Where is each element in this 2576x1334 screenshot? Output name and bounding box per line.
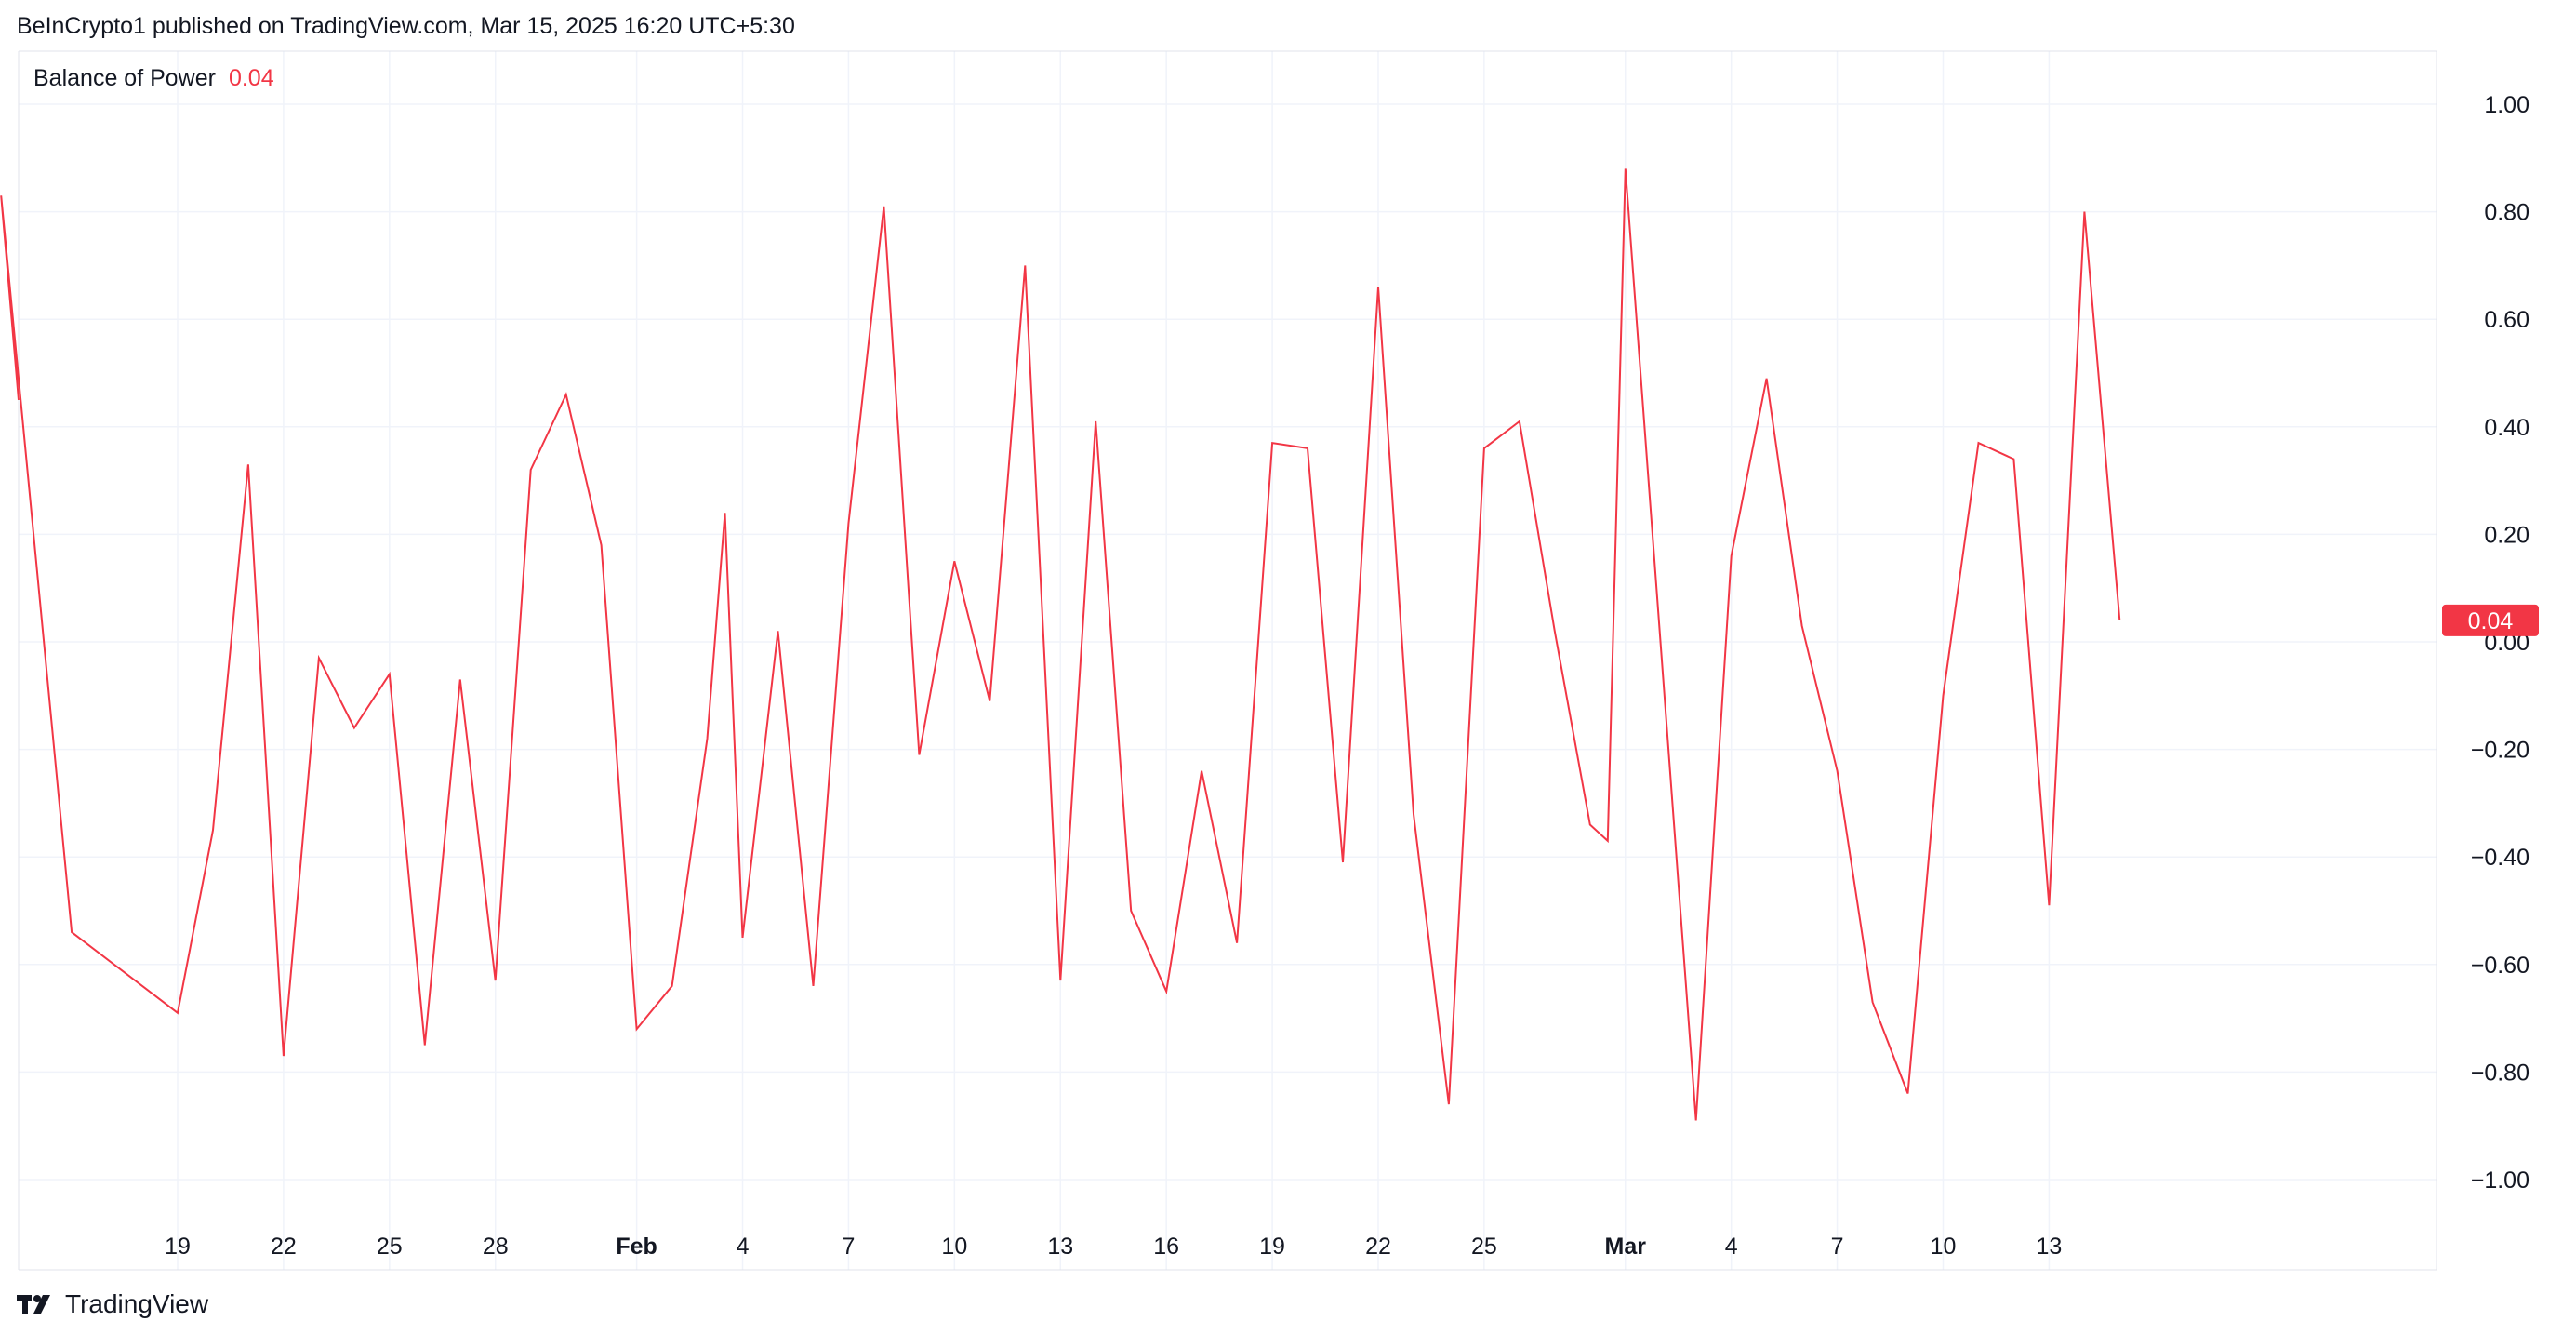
series-layer: [0, 168, 2121, 1121]
x-tick-label: 10: [1931, 1234, 1957, 1260]
x-tick-label: 4: [1725, 1234, 1738, 1260]
last-value-marker: 0.04: [2442, 604, 2539, 636]
y-tick-label: 0.40: [2484, 415, 2530, 441]
x-tick-label: 13: [1047, 1234, 1073, 1260]
y-tick-label: 0.20: [2484, 522, 2530, 548]
y-tick-label: −0.20: [2471, 738, 2530, 764]
x-tick-label: 16: [1153, 1234, 1179, 1260]
x-tick-label: 25: [377, 1234, 403, 1260]
x-tick-label: 22: [271, 1234, 297, 1260]
x-tick-label: 10: [941, 1234, 967, 1260]
y-tick-label: 0.80: [2484, 200, 2530, 226]
y-tick-label: −0.60: [2471, 953, 2530, 979]
x-tick-label: 28: [483, 1234, 509, 1260]
vertical-gridlines: [177, 51, 2051, 1270]
last-value-box: [2442, 604, 2539, 636]
x-tick-label: 7: [1831, 1234, 1844, 1260]
x-tick-label: 13: [2037, 1234, 2063, 1260]
x-tick-label: 4: [737, 1234, 750, 1260]
indicator-value: 0.04: [228, 65, 274, 91]
indicator-legend[interactable]: Balance of Power 0.04: [33, 65, 274, 92]
x-tick-label: 19: [165, 1234, 191, 1260]
horizontal-gridlines: [19, 103, 2437, 1181]
indicator-name: Balance of Power: [33, 65, 216, 91]
last-value-text: 0.04: [2468, 608, 2514, 634]
y-tick-label: 1.00: [2484, 92, 2530, 118]
x-tick-label: 19: [1259, 1234, 1285, 1260]
y-tick-label: −1.00: [2471, 1167, 2530, 1194]
tradingview-footer[interactable]: TradingView: [17, 1289, 208, 1319]
x-axis[interactable]: 19 22 25 28 Feb 4 7 10 13 16 19 22 25 Mar 4 7 10 13: [165, 1234, 2062, 1260]
x-tick-label: 22: [1365, 1234, 1391, 1260]
y-tick-label: 0.60: [2484, 307, 2530, 333]
y-tick-label: −0.80: [2471, 1060, 2530, 1086]
tradingview-logo-icon: [17, 1293, 58, 1315]
publisher-caption: BeInCrypto1 published on TradingView.com…: [17, 13, 795, 39]
y-axis[interactable]: 1.000.800.600.400.200.00−0.20−0.40−0.60−…: [2471, 92, 2530, 1194]
tradingview-brand: TradingView: [65, 1289, 209, 1318]
x-tick-label: Feb: [616, 1234, 657, 1260]
x-tick-label: 7: [842, 1234, 855, 1260]
y-tick-label: −0.40: [2471, 845, 2530, 871]
x-tick-label: Mar: [1605, 1234, 1647, 1260]
x-tick-label: 25: [1471, 1234, 1497, 1260]
